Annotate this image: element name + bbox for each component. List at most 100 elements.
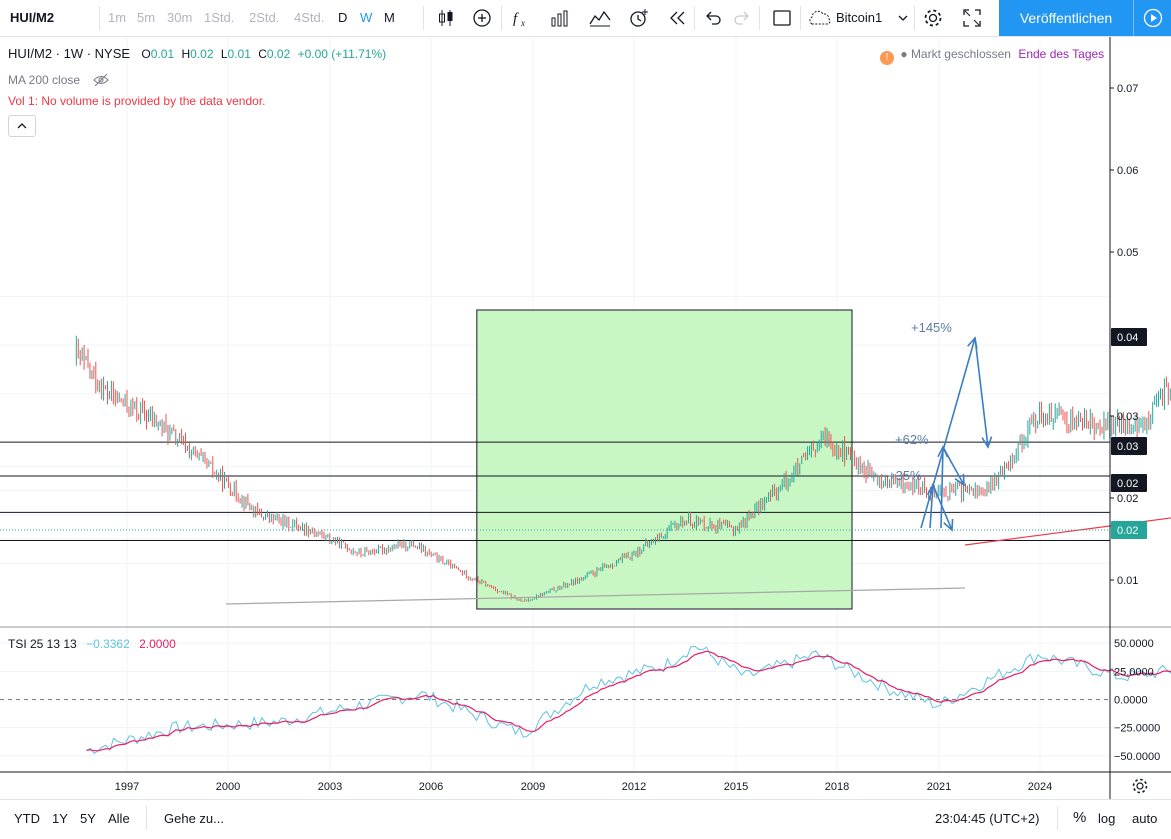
alert-icon[interactable] [628, 7, 650, 29]
price-tick-label: 0.02 [1117, 493, 1138, 505]
price-badge [1111, 437, 1147, 455]
percent-toggle[interactable]: % [1073, 809, 1087, 826]
time-tick-label: 2003 [318, 781, 342, 793]
market-dot-icon: ● [900, 47, 908, 61]
fullscreen-layout-icon[interactable] [772, 8, 792, 28]
price-badge [1111, 521, 1147, 539]
publish-button[interactable]: Veröffentlichen [999, 0, 1133, 36]
legend-row: HUI/M2 · 1W · NYSE O0.01 H0.02 L0.01 C0.… [8, 46, 386, 61]
legend-high-label: H [181, 47, 191, 61]
tsi-axis-label: 0.0000 [1114, 695, 1148, 707]
top-toolbar: HUI/M2 1m 5m 30m 1Std. 2Std. 4Std. D W M… [0, 0, 1171, 37]
tsi-axis-label: 50.0000 [1114, 638, 1154, 650]
trend-line [964, 517, 1171, 546]
toolbar-divider [694, 6, 695, 30]
range-5y[interactable]: 5Y [80, 811, 96, 826]
price-tick-label: 0.03 [1117, 411, 1138, 423]
chevron-up-icon [17, 123, 27, 129]
price-tick-label: 0.07 [1117, 83, 1138, 95]
range-all[interactable]: Alle [108, 811, 130, 826]
toolbar-divider [800, 6, 801, 30]
arrow-down-mid [942, 446, 965, 486]
market-status-text: Markt geschlossen [910, 47, 1011, 61]
range-ytd[interactable]: YTD [14, 811, 40, 826]
interval-4h[interactable]: 4Std. [294, 10, 325, 25]
legend-low-label: L [220, 47, 228, 61]
replay-icon[interactable] [668, 8, 688, 28]
expand-icon[interactable] [962, 8, 982, 28]
market-status: ! ● Markt geschlossen Ende des Tages [880, 47, 1104, 65]
price-badge [1111, 328, 1147, 346]
legend-high: 0.02 [190, 47, 214, 61]
arrow-down-long [974, 337, 989, 448]
arrow-up-long [920, 337, 976, 529]
tsi-line [86, 645, 1171, 755]
time-tick-label: 2021 [927, 781, 951, 793]
interval-1m[interactable]: 1m [108, 10, 127, 25]
templates-icon[interactable] [589, 8, 611, 28]
publish-menu-button[interactable] [1133, 0, 1171, 36]
symbol-search[interactable]: HUI/M2 [10, 10, 55, 25]
interval-month[interactable]: M [384, 10, 395, 25]
projection-label: +35% [888, 468, 922, 483]
cloud-icon [809, 10, 831, 25]
layout-name[interactable]: Bitcoin1 [836, 10, 883, 25]
interval-2h[interactable]: 2Std. [249, 10, 280, 25]
time-tick-label: 2009 [521, 781, 545, 793]
undo-icon[interactable] [703, 8, 723, 28]
highlight-box [476, 309, 853, 610]
arrow-down-mid-head [954, 473, 965, 487]
gear-icon [1132, 778, 1148, 794]
candles-icon[interactable] [436, 8, 456, 28]
ma-legend: MA 200 close [8, 70, 110, 87]
price-chart[interactable]: +145% +62% +35% 0.07 0.06 0.05 0.03 0.02 0.01 0.0… [0, 37, 1171, 799]
tsi-signal-value: 2.0000 [139, 637, 176, 651]
projection-label: +62% [895, 432, 929, 447]
svg-text:f: f [513, 11, 519, 27]
bottom-divider [146, 806, 147, 830]
goto-date-button[interactable]: Gehe zu... [164, 811, 224, 826]
interval-day[interactable]: D [338, 10, 348, 25]
interval-30m[interactable]: 30m [167, 10, 193, 25]
legend-low: 0.01 [227, 47, 251, 61]
indicators-fx-icon[interactable]: f x [511, 8, 531, 28]
chevron-down-icon[interactable] [897, 12, 909, 24]
volume-message: Vol 1: No volume is provided by the data… [8, 94, 266, 108]
legend-open: 0.01 [150, 47, 175, 61]
log-toggle[interactable]: log [1098, 811, 1116, 826]
tsi-axis-label: −50.0000 [1114, 751, 1160, 763]
clock[interactable]: 23:04:45 (UTC+2) [935, 811, 1040, 826]
gear-icon [1136, 782, 1144, 790]
time-tick-label: 2000 [216, 781, 240, 793]
interval-1h[interactable]: 1Std. [204, 10, 235, 25]
eye-crossed-icon[interactable] [93, 73, 110, 87]
legend-title: HUI/M2 · 1W · NYSE [8, 46, 131, 61]
price-tick-label: 0.01 [1117, 575, 1138, 587]
compare-add-icon[interactable] [472, 8, 492, 28]
time-tick-label: 2012 [622, 781, 646, 793]
session-text: Ende des Tages [1018, 47, 1105, 61]
interval-5m[interactable]: 5m [137, 10, 156, 25]
legend-open-label: O [141, 47, 151, 61]
financials-icon[interactable] [550, 8, 570, 28]
arrow-down-short-head [943, 518, 954, 532]
time-tick-label: 1997 [115, 781, 139, 793]
time-tick-label: 2024 [1028, 781, 1052, 793]
candles [75, 335, 1171, 603]
play-icon [1143, 8, 1163, 28]
gear-icon[interactable] [922, 7, 944, 29]
toolbar-divider [423, 6, 424, 30]
auto-toggle[interactable]: auto [1132, 811, 1158, 826]
tsi-value: −0.3362 [86, 637, 130, 651]
tsi-axis-label: 25.0000 [1114, 666, 1154, 678]
interval-week-active[interactable]: W [360, 10, 373, 25]
bottom-bar: YTD 1Y 5Y Alle Gehe zu... 23:04:45 (UTC+… [0, 799, 1171, 839]
range-1y[interactable]: 1Y [52, 811, 68, 826]
tsi-signal-line [86, 650, 1171, 752]
price-tick-label: 0.05 [1117, 247, 1138, 259]
arrow-down-short [932, 484, 953, 531]
warning-icon[interactable]: ! [880, 51, 894, 65]
arrow-up-mid [940, 446, 944, 529]
redo-icon[interactable] [732, 8, 752, 28]
collapse-legend-button[interactable] [8, 115, 36, 137]
